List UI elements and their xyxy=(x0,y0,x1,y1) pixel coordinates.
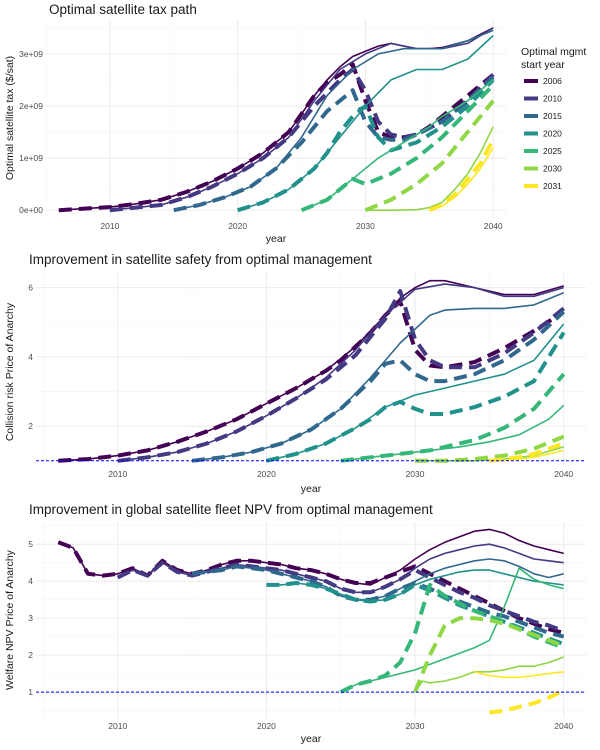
tax-path-series-2030-solid xyxy=(365,126,494,211)
tax-path-series-2015-solid xyxy=(173,29,494,211)
npv-title: Improvement in global satellite fleet NP… xyxy=(29,502,433,517)
safety-series-2015-solid xyxy=(192,292,565,462)
npv-x-tick-label: 2010 xyxy=(108,721,127,731)
safety-series-2031-solid xyxy=(489,449,564,462)
tax-path-series-2031-solid xyxy=(429,147,494,211)
tax-path-y-tick-label: 2e+09 xyxy=(19,101,43,111)
legend-label-2020: 2020 xyxy=(543,129,562,139)
tax-path-series-2006-dashed xyxy=(58,62,495,213)
safety-y-tick-label: 2 xyxy=(28,421,33,431)
tax-path-x-tick-label: 2010 xyxy=(100,221,119,231)
npv-series-2025-solid xyxy=(340,567,564,693)
tax-path-xlabel: year xyxy=(266,233,287,245)
legend-label-2010: 2010 xyxy=(543,94,562,104)
safety-gridlines xyxy=(36,272,586,466)
npv-y-tick-label: 3 xyxy=(28,613,33,623)
tax-path-x-tick-label: 2030 xyxy=(356,221,375,231)
safety-xlabel: year xyxy=(301,483,322,495)
npv-series-2015-solid xyxy=(191,558,564,601)
npv-series-2031-dashed xyxy=(489,688,565,715)
safety-ylabel: Collision risk Price of Anarchy xyxy=(4,302,16,441)
safety-series-2025-solid xyxy=(340,404,565,462)
npv-y-tick-label: 5 xyxy=(28,539,33,549)
legend-label-2015: 2015 xyxy=(543,111,562,121)
safety-y-tick-label: 6 xyxy=(28,283,33,293)
legend-title-line2: start year xyxy=(521,59,565,71)
safety-y-tick-label: 4 xyxy=(28,352,33,362)
tax-path-ylabel: Optimal satellite tax ($/sat) xyxy=(4,56,16,180)
safety-title: Improvement in satellite safety from opt… xyxy=(29,252,372,267)
npv-y-tick-label: 4 xyxy=(28,576,33,586)
npv-series-2031-solid xyxy=(474,671,564,679)
npv-y-tick-label: 1 xyxy=(28,687,33,697)
npv-series-2030-solid xyxy=(414,656,564,693)
tax-path-gridlines xyxy=(45,20,506,218)
npv-series-2010-solid xyxy=(117,543,564,594)
npv-gridlines xyxy=(36,522,586,718)
safety-series-2020-solid xyxy=(266,323,565,462)
tax-path-panel: Optimal satellite tax path Optimal satel… xyxy=(4,2,506,245)
safety-series-2015-dashed xyxy=(191,310,566,463)
legend: Optimal mgmt start year 2006 2010 2015 2020… xyxy=(521,46,586,191)
tax-path-y-tick-label: 0e+00 xyxy=(19,205,43,215)
tax-path-y-tick-label: 3e+09 xyxy=(19,49,43,59)
npv-ylabel: Welfare NPV Price of Anarchy xyxy=(4,549,16,690)
safety-series-group xyxy=(58,279,566,463)
tax-path-title: Optimal satellite tax path xyxy=(49,2,197,17)
safety-panel: Improvement in satellite safety from opt… xyxy=(4,252,586,495)
tax-path-series-group xyxy=(58,27,495,213)
legend-label-2030: 2030 xyxy=(543,164,562,174)
legend-title-line1: Optimal mgmt xyxy=(521,46,586,58)
npv-x-tick-label: 2030 xyxy=(406,721,425,731)
npv-x-tick-label: 2040 xyxy=(554,721,573,731)
tax-path-series-2030-dashed xyxy=(364,99,495,213)
npv-y-tick-label: 2 xyxy=(28,650,33,660)
legend-label-2025: 2025 xyxy=(543,146,562,156)
safety-x-tick-label: 2020 xyxy=(257,469,276,479)
legend-label-2006: 2006 xyxy=(543,76,562,86)
npv-x-tick-label: 2020 xyxy=(257,721,276,731)
tax-path-x-tick-label: 2020 xyxy=(228,221,247,231)
safety-series-2031-dashed xyxy=(489,441,565,463)
safety-x-tick-label: 2010 xyxy=(108,469,127,479)
npv-series-2030-dashed xyxy=(413,616,565,693)
safety-series-2010-solid xyxy=(117,283,564,462)
safety-x-tick-label: 2040 xyxy=(554,469,573,479)
tax-path-x-tick-label: 2040 xyxy=(484,221,503,231)
legend-label-2031: 2031 xyxy=(543,181,562,191)
npv-xlabel: year xyxy=(301,733,322,745)
safety-x-tick-label: 2030 xyxy=(406,469,425,479)
npv-series-group xyxy=(57,528,565,715)
tax-path-series-2025-solid xyxy=(301,79,494,211)
npv-series-2020-solid xyxy=(266,569,564,603)
npv-panel: Improvement in global satellite fleet NP… xyxy=(4,502,586,745)
tax-path-y-tick-label: 1e+09 xyxy=(19,153,43,163)
tax-path-series-2020-solid xyxy=(237,35,494,211)
